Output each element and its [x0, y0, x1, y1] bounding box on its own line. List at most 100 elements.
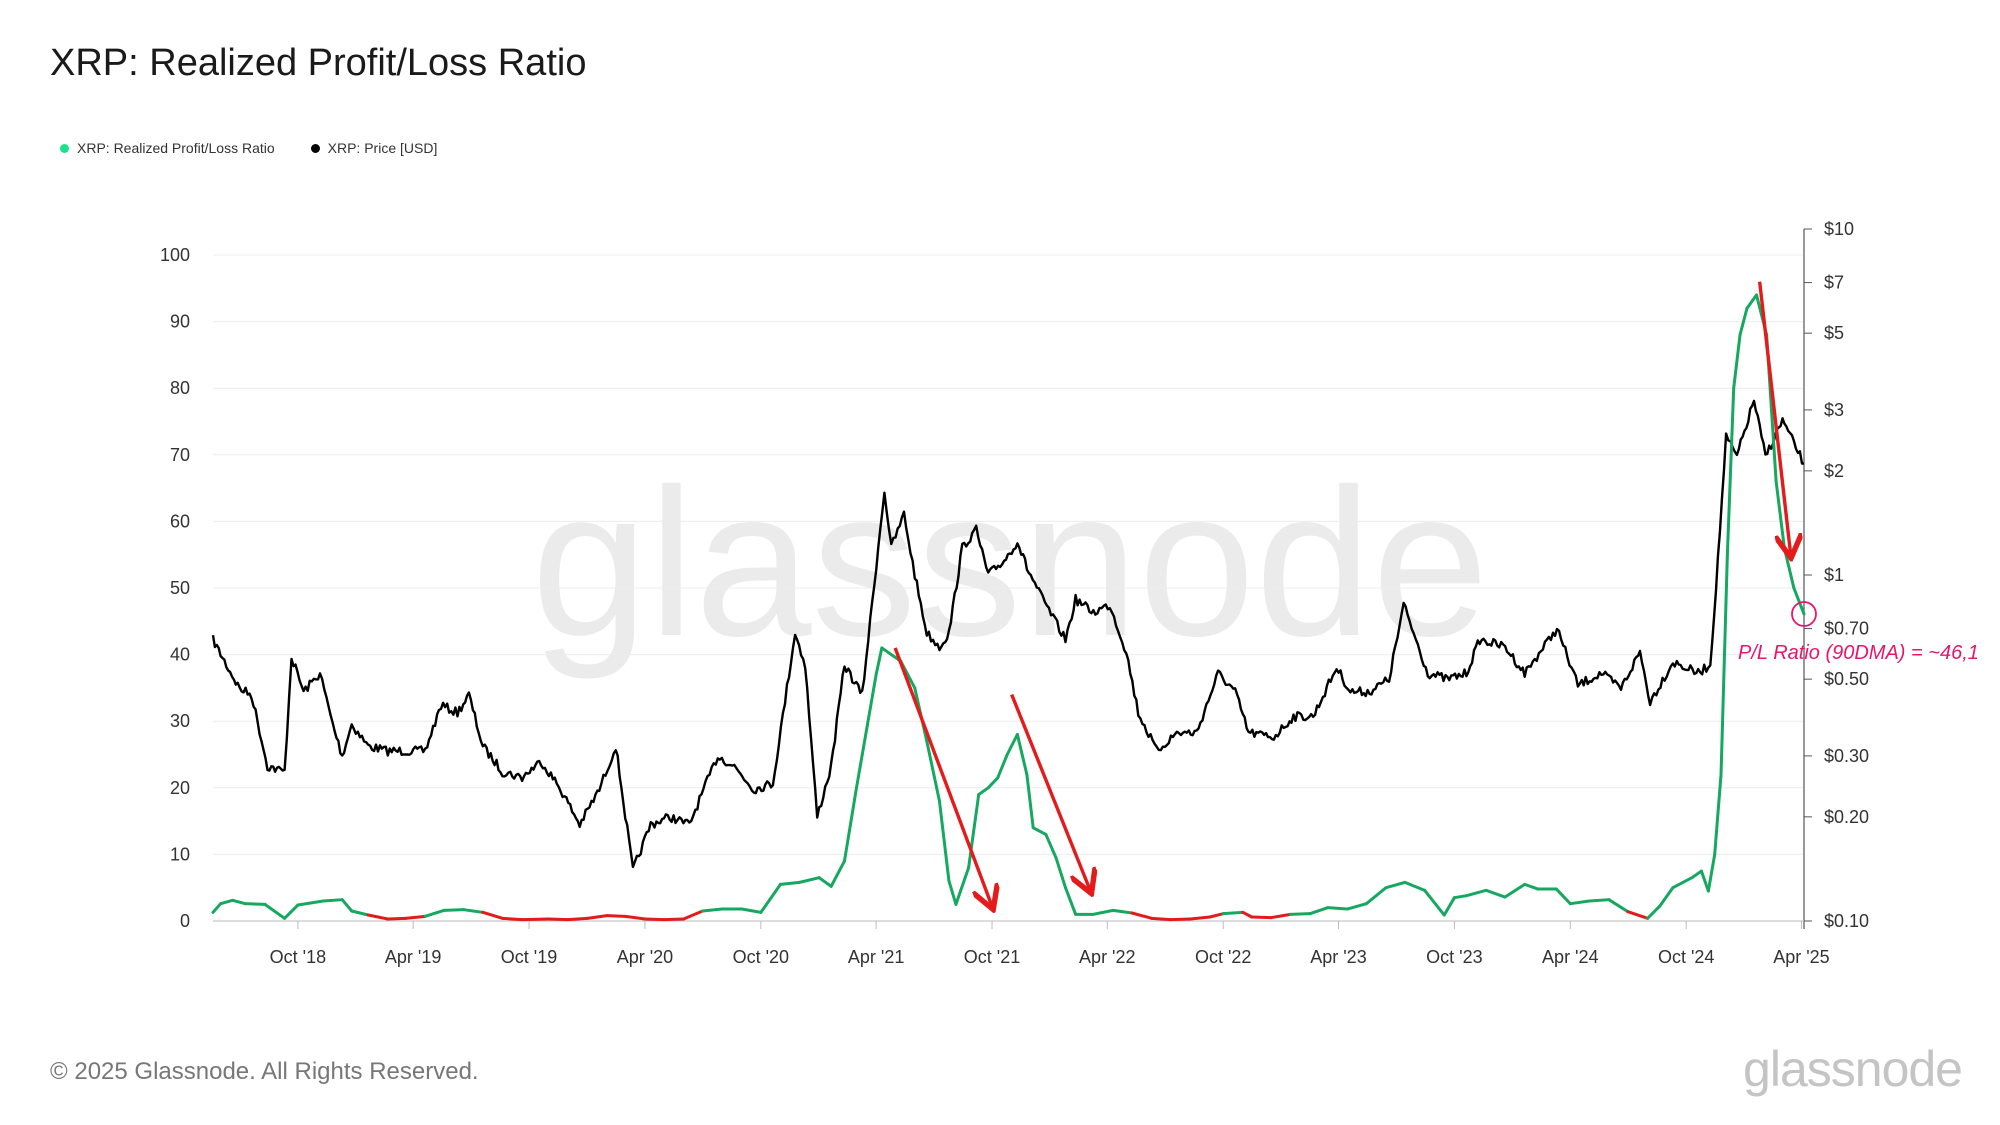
ratio-segment — [701, 907, 724, 913]
x-tick-label: Oct '21 — [964, 947, 1020, 967]
ratio-segment — [662, 917, 686, 922]
y-right-tick-label: $10 — [1824, 219, 1854, 239]
annotation-label: P/L Ratio (90DMA) = ~46,1 — [1738, 642, 1979, 664]
legend-marker-price — [310, 143, 320, 153]
ratio-segment — [481, 910, 504, 920]
x-axis: Oct '18 Apr '19 Oct '19 Apr '20 Oct '20 Apr '… — [213, 920, 1830, 967]
ratio-segment — [829, 859, 846, 888]
y-left-tick-label: 80 — [170, 378, 190, 398]
y-left-tick-label: 10 — [170, 844, 190, 864]
ratio-segment — [283, 903, 300, 920]
ratio-segment — [1269, 912, 1292, 920]
x-tick-label: Apr '25 — [1773, 947, 1829, 967]
ratio-segment — [500, 916, 524, 922]
highlight-circle — [1791, 601, 1817, 627]
legend-item-ratio[interactable]: XRP: Realized Profit/Loss Ratio — [60, 140, 275, 156]
ratio-segment — [1208, 912, 1225, 919]
ratio-segment — [1452, 894, 1468, 900]
ratio-segment — [605, 914, 627, 918]
y-left-tick-label: 0 — [180, 911, 190, 931]
ratio-segment — [986, 776, 1000, 790]
ratio-segment — [1442, 896, 1456, 917]
y-right-tick-label: $3 — [1824, 400, 1844, 420]
ratio-segment — [1130, 911, 1154, 920]
ratio-segment — [817, 876, 833, 888]
x-tick-label: Oct '22 — [1195, 947, 1251, 967]
trend-arrow — [1757, 281, 1791, 555]
ratio-segment — [874, 646, 884, 677]
ratio-segment — [1658, 886, 1675, 908]
ratio-segment — [1607, 898, 1630, 914]
ratio-segment — [423, 908, 446, 918]
ratio-segment — [937, 799, 951, 883]
ratio-segment — [520, 917, 551, 922]
legend-label-ratio: XRP: Realized Profit/Loss Ratio — [77, 140, 275, 156]
ratio-segment — [854, 673, 878, 790]
ratio-segment — [1725, 386, 1736, 557]
ratio-segment — [1699, 869, 1710, 893]
ratio-segment — [977, 786, 990, 796]
copyright-footer: © 2025 Glassnode. All Rights Reserved. — [50, 1058, 479, 1085]
x-tick-label: Apr '20 — [617, 947, 673, 967]
y-right-tick-label: $0.70 — [1824, 619, 1869, 639]
ratio-segment — [585, 914, 609, 920]
ratio-segment — [404, 914, 427, 920]
ratio-segment — [1091, 908, 1115, 916]
y-right-tick-label: $5 — [1824, 323, 1844, 343]
ratio-segment — [547, 917, 570, 922]
ratio-segment — [1732, 333, 1742, 390]
ratio-segment — [366, 913, 390, 921]
ratio-segment — [623, 914, 647, 921]
ratio-segment — [1150, 916, 1173, 922]
ratio-segment — [1364, 886, 1388, 906]
y-right-tick-label: $7 — [1824, 273, 1844, 293]
ratio-segment — [967, 792, 981, 870]
x-tick-label: Apr '21 — [848, 947, 904, 967]
trend-arrow — [1010, 693, 1091, 891]
ratio-segment — [1690, 869, 1703, 880]
ratio-segment — [1713, 772, 1723, 856]
legend-label-price: XRP: Price [USD] — [327, 140, 438, 156]
ratio-segment — [1646, 904, 1662, 920]
ratio-segment — [263, 902, 287, 920]
ratio-segment — [1792, 586, 1806, 616]
y-right-tick-label: $0.30 — [1824, 746, 1869, 766]
brand-logo: glassnode — [1743, 1041, 1963, 1097]
y-right-tick-label: $2 — [1824, 461, 1844, 481]
ratio-segment — [1484, 888, 1507, 899]
grid-lines — [213, 254, 1804, 922]
legend: XRP: Realized Profit/Loss Ratio XRP: Pri… — [60, 140, 437, 156]
ratio-segment — [462, 908, 485, 914]
ratio-segment — [643, 917, 666, 922]
y-left-tick-label: 100 — [160, 245, 190, 265]
ratio-segment — [1288, 912, 1312, 916]
x-tick-label: Oct '23 — [1426, 947, 1482, 967]
ratio-segment — [1671, 876, 1694, 890]
y-right-tick-label: $1 — [1824, 565, 1844, 585]
ratio-segment — [1568, 899, 1591, 906]
ratio-segment — [340, 898, 354, 913]
ratio-segment — [1025, 772, 1035, 830]
annotations: P/L Ratio (90DMA) = ~46,1 — [893, 281, 1979, 907]
ratio-segment — [1503, 882, 1527, 899]
ratio-segment — [1464, 888, 1488, 898]
ratio-segment — [1188, 915, 1212, 921]
y-left-tick-label: 40 — [170, 645, 190, 665]
ratio-segment — [1738, 306, 1749, 337]
x-tick-label: Apr '19 — [385, 947, 441, 967]
ratio-segment — [947, 879, 958, 906]
ratio-segment — [243, 902, 267, 906]
watermark: glassnode — [531, 445, 1488, 680]
ratio-segment — [1326, 906, 1349, 911]
ratio-segment — [386, 916, 408, 921]
y-left-tick-label: 20 — [170, 778, 190, 798]
x-tick-label: Apr '24 — [1542, 947, 1598, 967]
ratio-segment — [219, 898, 235, 906]
y-left-tick-label: 50 — [170, 578, 190, 598]
ratio-segment — [1241, 910, 1254, 919]
y-axis-left: 0 10 20 30 40 50 60 70 80 90 100 — [160, 245, 190, 931]
legend-item-price[interactable]: XRP: Price [USD] — [310, 140, 438, 156]
ratio-segment — [1064, 886, 1078, 916]
ratio-segment — [1111, 908, 1134, 915]
ratio-segment — [231, 898, 247, 906]
